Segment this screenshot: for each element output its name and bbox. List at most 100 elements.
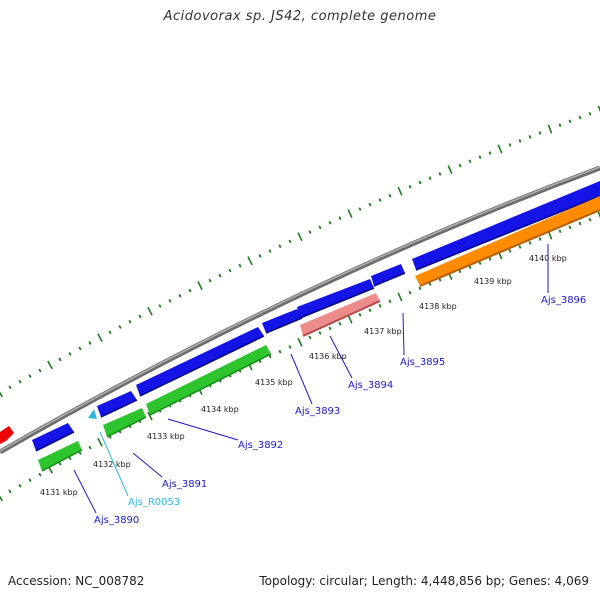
- tick-label: 4134 kbp: [201, 405, 239, 414]
- feature-red[interactable]: [0, 426, 14, 444]
- rrna-shading: [302, 300, 381, 337]
- tick-label: 4137 kbp: [364, 327, 402, 336]
- minor-tick: [488, 151, 492, 155]
- genome-stats-text: Topology: circular; Length: 4,448,856 bp…: [259, 574, 589, 588]
- gene-label-ajs-3896[interactable]: Ajs_3896: [541, 295, 586, 306]
- minor-tick: [508, 143, 512, 147]
- gene-label-ajs-3891[interactable]: Ajs_3891: [162, 479, 207, 490]
- gene-label-ajs-3892[interactable]: Ajs_3892: [238, 440, 283, 451]
- minor-tick: [568, 225, 572, 230]
- trna-ajs-r0053[interactable]: [88, 409, 97, 419]
- major-tick: [297, 337, 303, 347]
- minor-tick: [518, 139, 522, 143]
- gene-label-leader-trna: [99, 431, 129, 497]
- minor-tick: [118, 325, 122, 329]
- cds-ajs-3892[interactable]: [136, 327, 264, 396]
- major-tick: [0, 495, 3, 502]
- major-tick: [147, 306, 153, 316]
- minor-tick: [88, 341, 92, 345]
- minor-tick: [328, 326, 332, 331]
- minor-tick: [588, 111, 592, 116]
- minor-tick: [308, 230, 312, 234]
- outer-scale-ring: [0, 105, 600, 398]
- genome-backbone: [0, 165, 600, 455]
- minor-tick: [538, 131, 542, 135]
- minor-tick: [108, 330, 112, 335]
- minor-tick: [578, 221, 582, 226]
- rev-feature-green-2[interactable]: [103, 408, 146, 437]
- minor-tick: [308, 335, 312, 340]
- minor-tick: [578, 115, 582, 120]
- minor-tick: [228, 268, 232, 273]
- tick-label: 4139 kbp: [474, 277, 512, 286]
- minor-tick: [58, 357, 62, 362]
- gene-label-ajs-3890[interactable]: Ajs_3890: [94, 515, 139, 526]
- tick-label: 4136 kbp: [309, 352, 347, 361]
- rev-feature-green-3[interactable]: [146, 345, 271, 415]
- gene-labels: Ajs_3890 Ajs_3891 Ajs_R0053 Ajs_3892 Ajs…: [94, 295, 586, 526]
- major-tick: [347, 209, 353, 219]
- minor-tick: [328, 220, 332, 225]
- minor-tick: [488, 257, 492, 261]
- minor-tick: [88, 445, 92, 450]
- minor-tick: [278, 349, 282, 354]
- minor-tick: [338, 216, 342, 220]
- cds-ajs-3896[interactable]: [412, 181, 600, 270]
- rrna-feature[interactable]: [300, 293, 380, 336]
- minor-tick: [28, 478, 32, 483]
- minor-tick: [508, 249, 512, 253]
- minor-tick: [318, 225, 322, 230]
- rev-feature-green-1[interactable]: [38, 441, 82, 471]
- minor-tick: [178, 293, 182, 298]
- major-tick: [97, 333, 103, 342]
- orange-shading: [419, 209, 600, 287]
- cds-ajs-3894[interactable]: [297, 279, 374, 318]
- orange-feature[interactable]: [415, 196, 600, 286]
- minor-tick: [478, 261, 482, 265]
- cds-ajs-3895[interactable]: [371, 264, 405, 286]
- major-tick: [0, 391, 3, 398]
- tick-label: 4138 kbp: [419, 302, 457, 311]
- minor-tick: [78, 346, 82, 351]
- minor-tick: [318, 331, 322, 335]
- tick-label: 4135 kbp: [255, 378, 293, 387]
- major-tick: [247, 256, 253, 266]
- tick-label: 4132 kbp: [93, 460, 131, 469]
- tick-label: 4133 kbp: [147, 432, 185, 441]
- minor-tick: [428, 176, 432, 181]
- minor-tick: [288, 239, 292, 244]
- gene-label-leaders: [73, 244, 549, 514]
- minor-tick: [438, 172, 442, 176]
- minor-tick: [218, 273, 222, 278]
- gene-label-ajs-r0053[interactable]: Ajs_R0053: [128, 497, 180, 508]
- major-tick: [347, 314, 353, 324]
- minor-tick: [568, 119, 572, 124]
- cds-ajs-3891[interactable]: [97, 391, 137, 417]
- gene-label-ajs-3895[interactable]: Ajs_3895: [400, 357, 445, 368]
- tick-labels: 4131 kbp 4132 kbp 4133 kbp 4134 kbp 4135…: [40, 254, 567, 497]
- minor-tick: [18, 379, 22, 384]
- minor-tick: [28, 374, 32, 378]
- minor-tick: [128, 319, 132, 324]
- minor-tick: [138, 314, 142, 319]
- major-tick: [147, 411, 153, 421]
- minor-tick: [258, 254, 262, 258]
- gene-label-ajs-3894[interactable]: Ajs_3894: [348, 380, 393, 391]
- major-tick: [47, 360, 53, 370]
- gene-label-ajs-3893[interactable]: Ajs_3893: [295, 406, 340, 417]
- minor-tick: [358, 207, 362, 211]
- minor-tick: [458, 163, 462, 168]
- minor-tick: [468, 265, 472, 270]
- minor-tick: [458, 269, 462, 274]
- minor-tick: [468, 159, 472, 164]
- minor-tick: [368, 308, 372, 313]
- minor-tick: [288, 345, 292, 349]
- cds-ajs-3890[interactable]: [32, 423, 74, 451]
- minor-tick: [528, 241, 532, 245]
- minor-tick: [378, 198, 382, 202]
- cds-ajs-3893[interactable]: [262, 309, 302, 333]
- minor-tick: [408, 290, 412, 295]
- minor-tick: [378, 303, 382, 308]
